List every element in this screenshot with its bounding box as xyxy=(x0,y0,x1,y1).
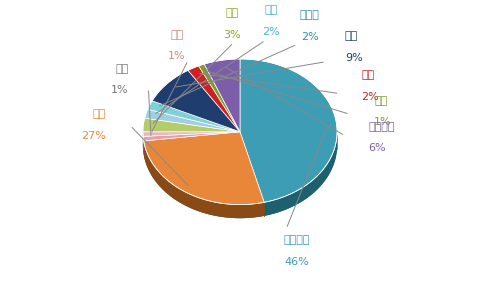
Polygon shape xyxy=(264,135,337,216)
Text: 2%: 2% xyxy=(301,32,319,42)
Polygon shape xyxy=(143,132,240,141)
Text: 総記: 総記 xyxy=(345,31,358,42)
Text: 哲学: 哲学 xyxy=(361,70,374,80)
Polygon shape xyxy=(148,101,240,132)
Text: 1%: 1% xyxy=(111,85,128,95)
Text: 産業: 産業 xyxy=(115,63,128,74)
Text: 2%: 2% xyxy=(361,92,379,102)
Polygon shape xyxy=(240,59,337,202)
Text: 工学: 工学 xyxy=(93,109,106,119)
Polygon shape xyxy=(204,59,240,132)
Polygon shape xyxy=(144,109,240,132)
Text: 歴史: 歴史 xyxy=(374,96,387,106)
Text: 9%: 9% xyxy=(345,53,362,63)
Text: その他: その他 xyxy=(300,10,320,20)
Text: 1%: 1% xyxy=(168,51,186,61)
Text: 3%: 3% xyxy=(223,30,241,40)
Polygon shape xyxy=(152,70,240,132)
Polygon shape xyxy=(144,132,264,205)
Polygon shape xyxy=(143,136,144,155)
Polygon shape xyxy=(143,118,240,132)
Text: 自然科学: 自然科学 xyxy=(283,235,310,245)
Text: 社会科学: 社会科学 xyxy=(368,122,395,132)
Text: 1%: 1% xyxy=(374,117,392,127)
Text: 芸術: 芸術 xyxy=(170,29,183,40)
Polygon shape xyxy=(143,132,337,218)
Polygon shape xyxy=(144,141,264,218)
Text: 6%: 6% xyxy=(368,143,386,153)
Text: 2%: 2% xyxy=(262,27,280,37)
Text: 27%: 27% xyxy=(81,131,106,141)
Text: 文学: 文学 xyxy=(264,5,278,15)
Polygon shape xyxy=(199,64,240,132)
Polygon shape xyxy=(143,132,240,136)
Polygon shape xyxy=(188,66,240,132)
Text: 語学: 語学 xyxy=(226,8,239,18)
Text: 46%: 46% xyxy=(284,257,309,267)
